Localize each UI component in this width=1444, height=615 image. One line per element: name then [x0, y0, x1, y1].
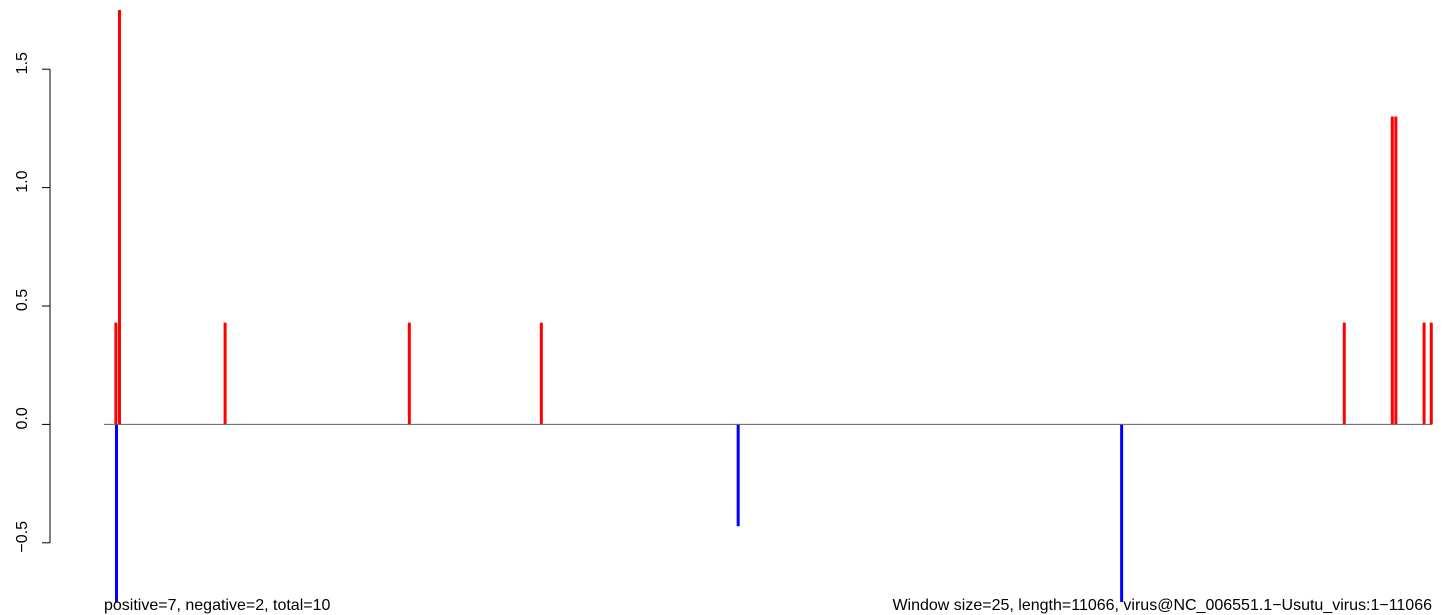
footer-left-text: positive=7, negative=2, total=10: [104, 597, 330, 614]
y-tick-label: 1.0: [14, 170, 31, 192]
y-tick-label: −0.5: [14, 521, 31, 553]
y-tick-label: 0.0: [14, 407, 31, 429]
y-axis: −0.5 0.0 0.5 1.0 1.5: [14, 52, 51, 553]
y-tick-label: 1.5: [14, 52, 31, 74]
y-tick-label: 0.5: [14, 289, 31, 311]
footer-right-text: Window size=25, length=11066, virus@NC_0…: [892, 597, 1432, 614]
bars-group: [114, 10, 1433, 602]
